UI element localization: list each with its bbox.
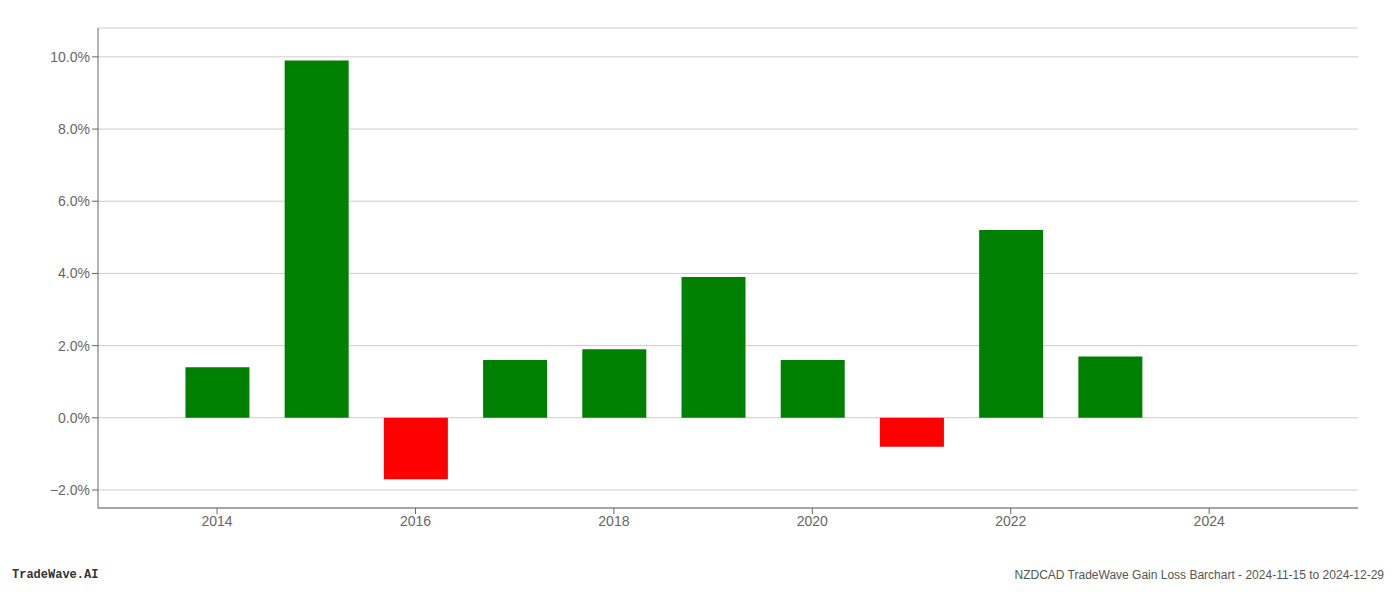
svg-text:8.0%: 8.0% xyxy=(58,121,90,137)
svg-text:2022: 2022 xyxy=(995,513,1026,529)
svg-text:2016: 2016 xyxy=(400,513,431,529)
svg-text:2.0%: 2.0% xyxy=(58,338,90,354)
svg-text:−2.0%: −2.0% xyxy=(50,482,90,498)
html-text:NZDCAD TradeWave Gain Loss Bar: NZDCAD TradeWave Gain Loss Barchart - 20… xyxy=(1014,568,1384,582)
svg-text:0.0%: 0.0% xyxy=(58,410,90,426)
svg-text:2020: 2020 xyxy=(797,513,828,529)
svg-text:2024: 2024 xyxy=(1194,513,1225,529)
svg-text:10.0%: 10.0% xyxy=(50,49,90,65)
svg-text:2018: 2018 xyxy=(598,513,629,529)
svg-text:4.0%: 4.0% xyxy=(58,265,90,281)
svg-text:6.0%: 6.0% xyxy=(58,193,90,209)
svg-text:2014: 2014 xyxy=(201,513,232,529)
html-text:TradeWave.AI: TradeWave.AI xyxy=(12,568,99,582)
